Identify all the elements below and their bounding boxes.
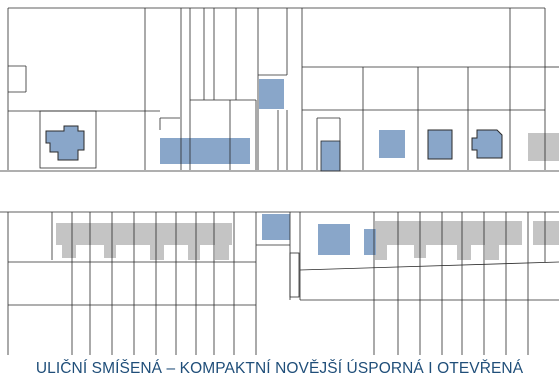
new-building (471, 129, 503, 159)
existing-building (375, 244, 387, 260)
existing-buildings (56, 133, 559, 260)
new-building (427, 129, 453, 160)
existing-building (62, 244, 76, 258)
parcel-lines (0, 7, 559, 355)
existing-building (215, 244, 229, 260)
urban-plot-plan (0, 7, 559, 355)
existing-building (188, 244, 200, 260)
new-building (379, 130, 405, 158)
new-building (320, 140, 341, 172)
new-building (318, 224, 350, 255)
new-building (262, 214, 290, 240)
plan-caption: ULIČNÍ SMÍŠENÁ – KOMPAKTNÍ NOVĚJŠÍ ÚSPOR… (35, 359, 524, 377)
new-building (259, 79, 284, 109)
new-building (160, 138, 250, 164)
existing-building (150, 244, 164, 260)
existing-building (533, 221, 559, 245)
existing-building (56, 223, 232, 245)
existing-building (485, 244, 499, 260)
new-building (45, 125, 85, 161)
existing-building (528, 133, 559, 161)
existing-building (457, 244, 471, 260)
new-buildings (45, 79, 503, 255)
existing-building (375, 221, 522, 245)
new-building (364, 229, 376, 255)
existing-building (104, 244, 116, 258)
